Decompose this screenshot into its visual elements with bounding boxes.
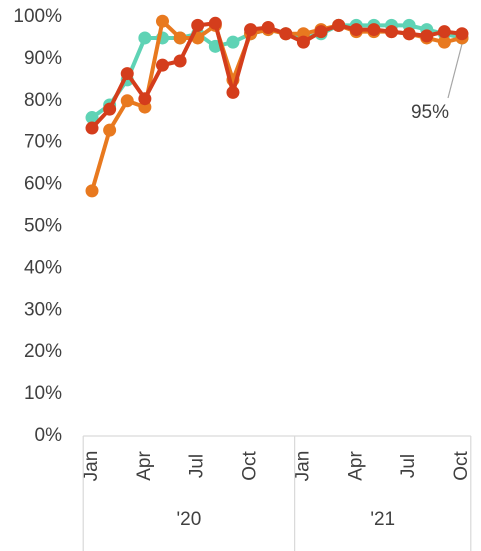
x-tick-label: Jul	[398, 454, 419, 478]
annotation: 95%	[411, 102, 449, 123]
data-point	[85, 111, 99, 125]
y-tick-label: 70%	[24, 132, 62, 153]
data-point	[420, 29, 434, 43]
data-point	[103, 102, 117, 116]
y-tick-label: 0%	[35, 425, 63, 446]
data-point	[226, 35, 240, 49]
group-label: '20	[177, 509, 202, 530]
y-tick-label: 90%	[24, 48, 62, 69]
data-point	[120, 67, 134, 81]
data-point	[173, 31, 187, 45]
y-tick-label: 30%	[24, 299, 62, 320]
y-tick-label: 40%	[24, 257, 62, 278]
data-point	[173, 54, 187, 68]
data-point	[138, 92, 152, 106]
data-point	[191, 18, 205, 32]
data-point	[261, 20, 275, 34]
data-point	[437, 25, 451, 39]
data-point	[244, 23, 258, 37]
data-point	[367, 23, 381, 37]
data-point	[226, 85, 240, 99]
data-point	[402, 27, 416, 41]
data-point	[332, 18, 346, 32]
data-point	[155, 58, 169, 72]
y-tick-label: 80%	[24, 90, 62, 111]
x-tick-label: Apr	[134, 451, 155, 481]
data-point	[349, 23, 363, 37]
x-tick-label: Oct	[240, 451, 261, 481]
data-point	[296, 35, 310, 49]
data-point	[85, 184, 99, 198]
x-tick-label: Jan	[292, 451, 313, 482]
data-point	[437, 35, 451, 49]
y-tick-label: 50%	[24, 216, 62, 237]
y-tick-label: 10%	[24, 383, 62, 404]
data-point	[120, 94, 134, 108]
x-tick-label: Oct	[451, 451, 472, 481]
annotation-leader	[447, 43, 463, 99]
y-tick-label: 60%	[24, 174, 62, 195]
data-point	[155, 14, 169, 28]
data-point	[455, 27, 469, 41]
y-tick-label: 20%	[24, 341, 62, 362]
data-point	[279, 27, 293, 41]
x-tick-label: Jul	[187, 454, 208, 478]
data-point	[314, 25, 328, 39]
data-point	[85, 121, 99, 135]
y-tick-label: 100%	[13, 6, 62, 27]
data-point	[103, 123, 117, 137]
data-point	[208, 16, 222, 30]
series-line	[90, 21, 463, 130]
group-label: '21	[370, 509, 395, 530]
x-tick-label: Apr	[345, 451, 366, 481]
data-point	[385, 25, 399, 39]
x-tick-label: Jan	[81, 451, 102, 482]
data-point	[138, 31, 152, 45]
